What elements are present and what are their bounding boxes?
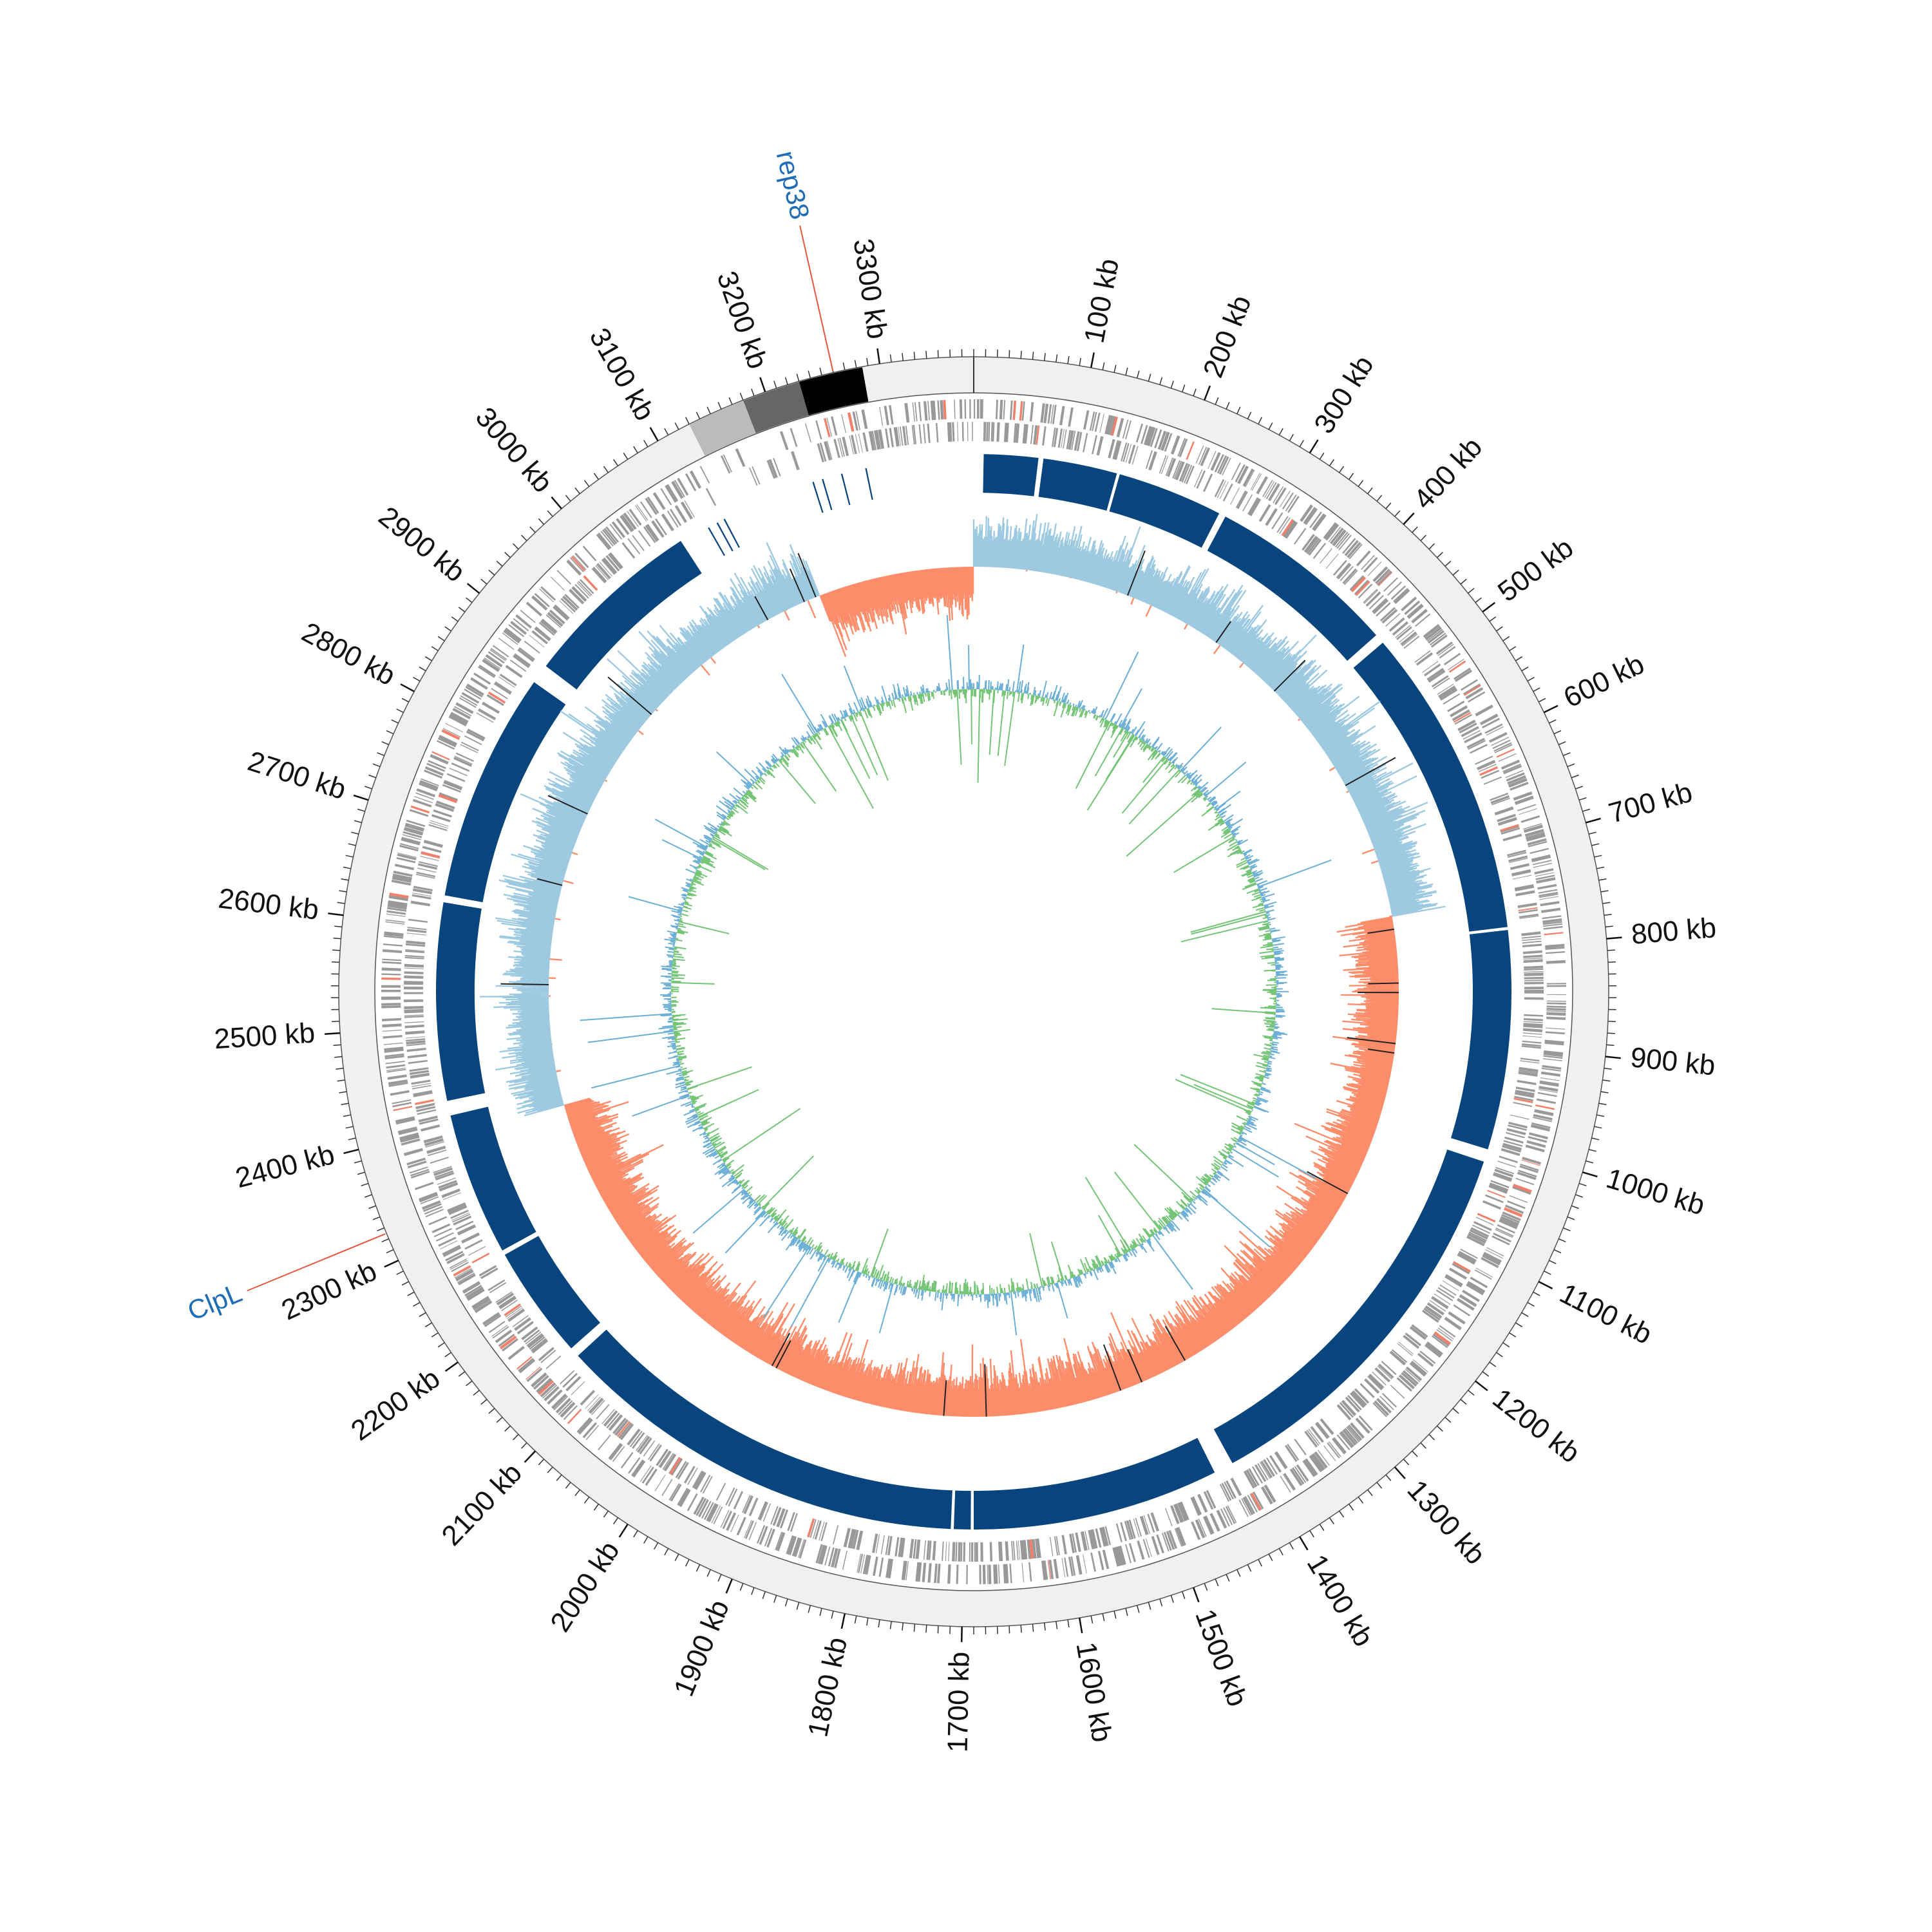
tick-label-2100: 2100 kb — [435, 1457, 528, 1552]
gc-content-ring — [580, 615, 1332, 1336]
axis-ticks — [325, 348, 1622, 1642]
tick-label-2700: 2700 kb — [244, 745, 350, 806]
annotation-label-rep38: rep38 — [771, 148, 816, 222]
contig-block-3 — [799, 367, 869, 415]
tick-label-2300: 2300 kb — [277, 1255, 382, 1327]
tick-label-1700: 1700 kb — [942, 1651, 976, 1752]
tick-label-1000: 1000 kb — [1603, 1162, 1709, 1221]
contig-block-1 — [689, 401, 756, 456]
gc-content-below — [670, 688, 1277, 1295]
tick-label-900: 900 kb — [1629, 1041, 1716, 1081]
tick-label-3200: 3200 kb — [711, 267, 774, 373]
tick-label-3100: 3100 kb — [583, 323, 661, 426]
tick-label-1800: 1800 kb — [802, 1634, 853, 1739]
tick-label-2200: 2200 kb — [345, 1363, 446, 1447]
tick-label-500: 500 kb — [1492, 532, 1579, 608]
tick-label-2800: 2800 kb — [297, 616, 401, 692]
tick-label-1600: 1600 kb — [1070, 1640, 1117, 1745]
annotation-leader-ClpL — [247, 1233, 386, 1292]
gc-skew-negative — [549, 566, 1399, 1417]
tick-label-1500: 1500 kb — [1189, 1605, 1253, 1710]
tick-label-2000: 2000 kb — [544, 1536, 625, 1638]
gc-content-above — [580, 615, 1332, 1336]
tick-label-400: 400 kb — [1408, 431, 1488, 515]
minor-ticks — [330, 349, 1617, 1634]
annotation-label-ClpL: ClpL — [183, 1277, 246, 1326]
tick-label-1100: 1100 kb — [1555, 1278, 1657, 1351]
tick-label-3300: 3300 kb — [848, 236, 894, 341]
tick-label-1300: 1300 kb — [1401, 1474, 1492, 1571]
tick-label-200: 200 kb — [1197, 291, 1258, 382]
tick-label-700: 700 kb — [1605, 776, 1696, 829]
tick-label-1200: 1200 kb — [1487, 1383, 1586, 1470]
tick-label-100: 100 kb — [1078, 256, 1125, 346]
gc-skew-outliers — [500, 550, 1399, 1417]
homology-blocks — [436, 454, 1511, 1530]
annotation-leader-rep38 — [799, 225, 834, 372]
tick-label-2900: 2900 kb — [373, 500, 471, 588]
tick-label-600: 600 kb — [1559, 648, 1649, 714]
gc-skew-ring — [479, 514, 1446, 1417]
major-ticks — [325, 348, 1622, 1642]
tick-label-1900: 1900 kb — [668, 1596, 735, 1701]
tick-label-1400: 1400 kb — [1301, 1549, 1379, 1653]
tick-label-300: 300 kb — [1308, 350, 1379, 439]
tick-label-2600: 2600 kb — [216, 882, 320, 926]
tick-label-800: 800 kb — [1630, 912, 1718, 951]
homology-ring — [436, 454, 1511, 1530]
contig-blocks — [689, 367, 869, 456]
contig-block-2 — [743, 382, 809, 433]
tick-label-2500: 2500 kb — [213, 1017, 316, 1055]
tick-label-3000: 3000 kb — [469, 401, 559, 498]
tick-label-2400: 2400 kb — [232, 1139, 338, 1194]
gc-skew-positive — [479, 514, 1446, 1117]
